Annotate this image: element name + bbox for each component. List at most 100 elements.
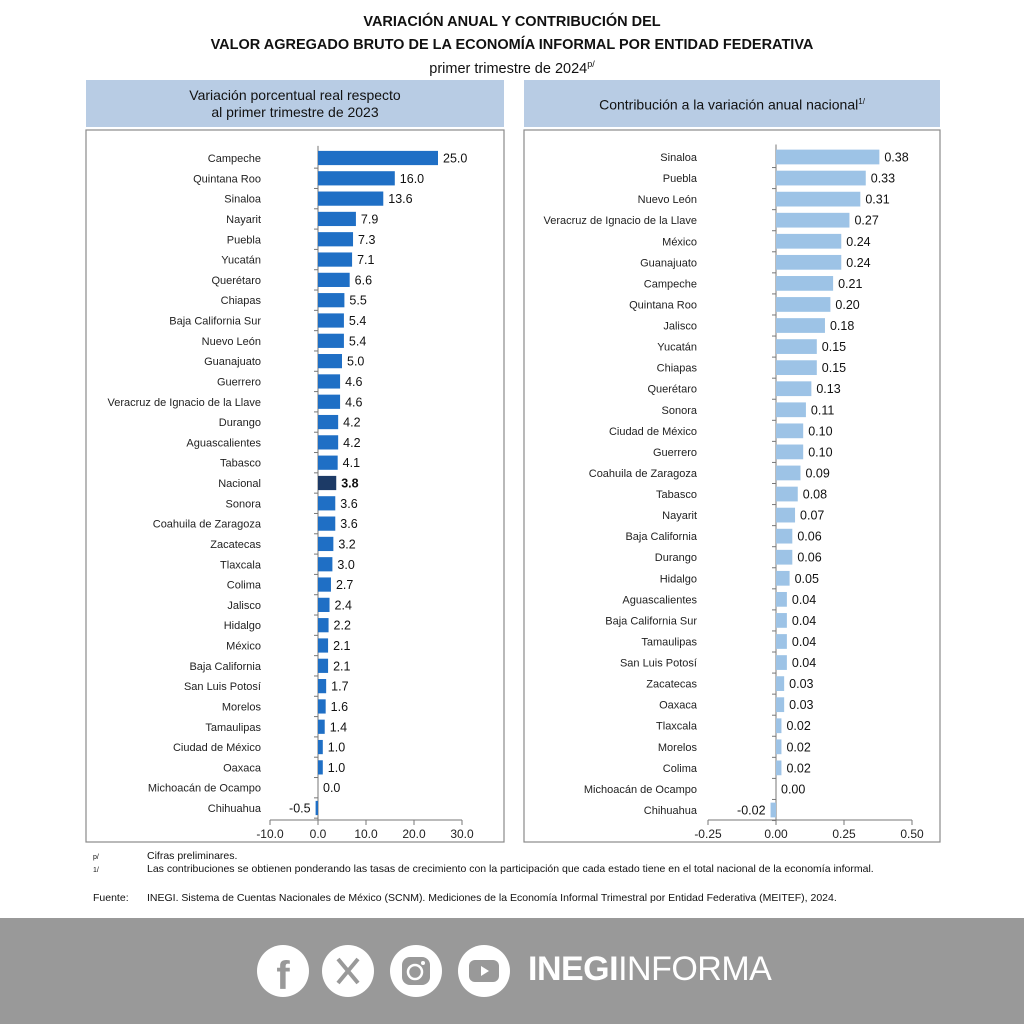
note-1-text: Las contribuciones se obtienen ponderand… bbox=[147, 863, 874, 875]
category-label-0: Quintana Roo bbox=[193, 173, 261, 185]
category-label-0: Baja California bbox=[189, 661, 261, 673]
value-label-0: 1.0 bbox=[328, 741, 345, 755]
instagram-icon[interactable] bbox=[390, 945, 442, 997]
value-label-0: 2.1 bbox=[333, 639, 350, 653]
x-tick-label-1: 0.00 bbox=[764, 827, 788, 841]
category-label-1: Zacatecas bbox=[646, 679, 697, 691]
subtitle: primer trimestre de 2024p/ bbox=[0, 59, 1024, 77]
bar-0 bbox=[318, 536, 334, 552]
bar-0 bbox=[318, 414, 339, 430]
value-label-0: 5.4 bbox=[349, 314, 366, 328]
x-tick-label-0: 20.0 bbox=[402, 827, 426, 841]
value-label-0: 1.6 bbox=[331, 700, 348, 714]
category-label-0: Nayarit bbox=[226, 214, 261, 226]
category-label-1: Veracruz de Ignacio de la Llave bbox=[544, 215, 698, 227]
bar-0 bbox=[318, 638, 329, 653]
bar-0 bbox=[318, 354, 342, 369]
bar-0 bbox=[318, 435, 339, 450]
category-label-0: Sonora bbox=[226, 498, 262, 510]
value-label-0: 25.0 bbox=[443, 152, 467, 166]
bar-1 bbox=[776, 170, 866, 186]
value-label-1: 0.27 bbox=[854, 214, 878, 228]
category-label-0: Aguascalientes bbox=[186, 437, 261, 449]
bar-1 bbox=[770, 802, 776, 818]
category-label-1: Hidalgo bbox=[660, 573, 697, 585]
bar-1 bbox=[776, 528, 793, 544]
value-label-0: 16.0 bbox=[400, 172, 424, 186]
bar-0 bbox=[318, 293, 345, 308]
bar-0 bbox=[318, 171, 395, 186]
value-label-0: 7.3 bbox=[358, 233, 375, 247]
youtube-icon[interactable] bbox=[458, 945, 510, 997]
value-label-0: 5.4 bbox=[349, 334, 366, 348]
x-icon[interactable] bbox=[322, 945, 374, 997]
bar-1 bbox=[776, 655, 787, 670]
value-label-0: 4.2 bbox=[343, 416, 360, 430]
value-label-0: 4.1 bbox=[343, 456, 360, 470]
chart-frame-1 bbox=[523, 129, 941, 843]
bar-0 bbox=[318, 475, 337, 491]
note-1-mark: 1/ bbox=[93, 867, 99, 874]
x-tick-label-0: 10.0 bbox=[354, 827, 378, 841]
x-tick-label-0: -10.0 bbox=[256, 827, 284, 841]
value-label-1: 0.31 bbox=[865, 193, 889, 207]
right-panel-header: Contribución a la variación anual nacion… bbox=[524, 80, 940, 127]
bar-1 bbox=[776, 297, 831, 312]
value-label-0: 5.5 bbox=[349, 294, 366, 308]
value-label-1: 0.03 bbox=[789, 677, 813, 691]
category-label-1: Tabasco bbox=[656, 489, 697, 501]
category-label-0: Nuevo León bbox=[202, 336, 261, 348]
category-label-0: Tamaulipas bbox=[205, 722, 261, 734]
bar-1 bbox=[776, 212, 850, 228]
value-label-1: 0.24 bbox=[846, 235, 870, 249]
value-label-1: 0.08 bbox=[803, 488, 827, 502]
value-label-1: 0.04 bbox=[792, 593, 816, 607]
value-label-1: 0.21 bbox=[838, 277, 862, 291]
category-label-0: Hidalgo bbox=[224, 620, 261, 632]
bar-0 bbox=[318, 658, 329, 673]
category-label-1: Aguascalientes bbox=[622, 594, 697, 606]
value-label-1: 0.10 bbox=[808, 445, 832, 459]
x-tick-label-0: 0.0 bbox=[310, 827, 327, 841]
x-tick-label-0: 30.0 bbox=[450, 827, 474, 841]
category-label-0: Sinaloa bbox=[224, 194, 262, 206]
facebook-icon[interactable]: f bbox=[257, 945, 309, 998]
bar-0 bbox=[318, 577, 331, 592]
category-label-0: Chihuahua bbox=[208, 803, 262, 815]
bar-0 bbox=[318, 719, 325, 734]
bar-1 bbox=[776, 149, 880, 165]
bar-0 bbox=[318, 333, 344, 348]
value-label-1: 0.10 bbox=[808, 424, 832, 438]
value-label-1: 0.04 bbox=[792, 656, 816, 670]
value-label-0: 2.4 bbox=[335, 598, 352, 612]
value-label-0: 2.2 bbox=[334, 619, 351, 633]
svg-text:f: f bbox=[276, 954, 290, 997]
value-label-1: 0.05 bbox=[795, 572, 819, 586]
bar-1 bbox=[776, 570, 790, 586]
value-label-1: 0.04 bbox=[792, 614, 816, 628]
category-label-0: Baja California Sur bbox=[169, 316, 261, 328]
bar-1 bbox=[776, 339, 817, 354]
brand-light: INFORMA bbox=[618, 950, 772, 988]
category-label-1: Sinaloa bbox=[660, 152, 698, 164]
bar-1 bbox=[776, 760, 782, 776]
value-label-0: 4.2 bbox=[343, 436, 360, 450]
bar-1 bbox=[776, 276, 834, 291]
category-label-1: Baja California Sur bbox=[605, 615, 697, 627]
category-label-0: Morelos bbox=[222, 701, 262, 713]
value-label-0: 3.0 bbox=[337, 558, 354, 572]
bar-1 bbox=[776, 697, 785, 713]
bar-1 bbox=[776, 423, 804, 439]
category-label-1: Michoacán de Ocampo bbox=[584, 784, 697, 796]
category-label-0: Colima bbox=[227, 580, 262, 592]
category-label-1: Chihuahua bbox=[644, 805, 698, 817]
left-title-1: Variación porcentual real respecto bbox=[189, 86, 401, 103]
category-label-0: Coahuila de Zaragoza bbox=[153, 519, 262, 531]
value-label-0: 2.1 bbox=[333, 659, 350, 673]
value-label-0: 1.4 bbox=[330, 720, 347, 734]
brand-bold: INEGI bbox=[528, 950, 619, 988]
bar-1 bbox=[776, 318, 825, 333]
value-label-0: 7.9 bbox=[361, 212, 378, 226]
category-label-1: Morelos bbox=[658, 742, 698, 754]
category-label-1: Tlaxcala bbox=[656, 721, 698, 733]
